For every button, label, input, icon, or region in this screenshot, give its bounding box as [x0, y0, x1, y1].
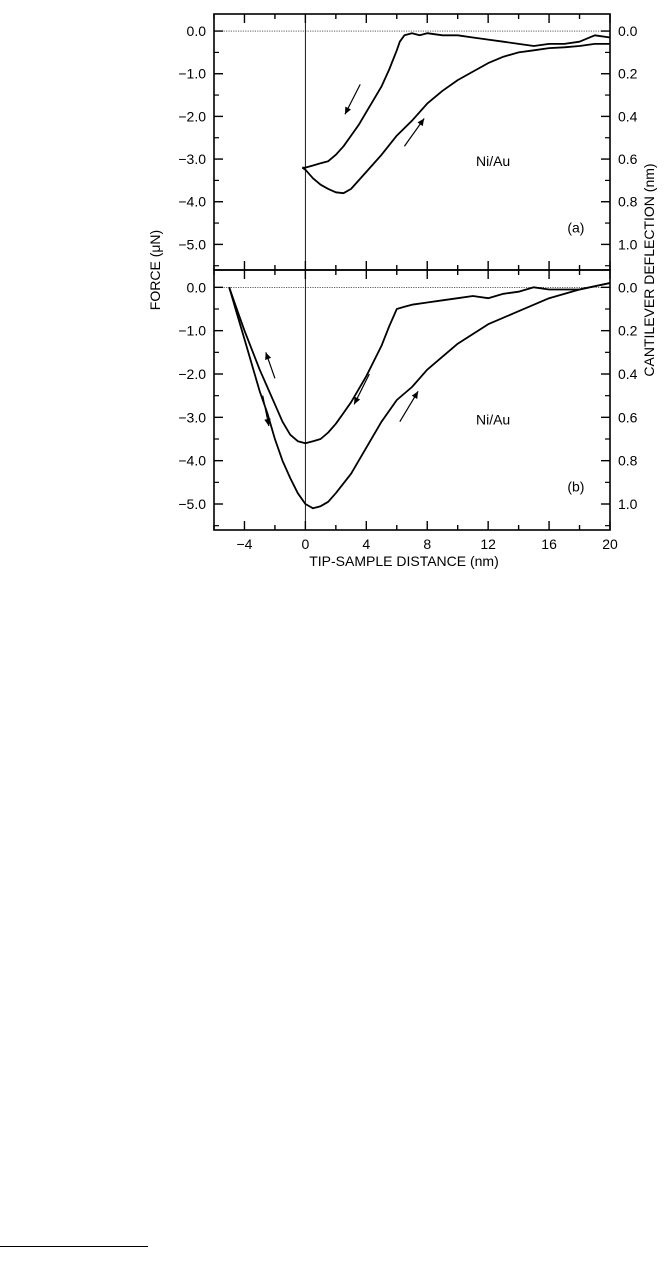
x-tick-label: 0 — [301, 536, 309, 552]
x-tick-label: −4 — [236, 536, 252, 552]
force-distance-figure: 0.0 −1.0 −2.0 −3.0 −4.0 −5.0 0.0 0.2 0.4 0.6 0.8 1.… — [147, 13, 657, 569]
y2-tick-label: 1.0 — [618, 496, 638, 512]
y2-tick-label: 0.8 — [618, 453, 638, 469]
y2-tick-label: 0.8 — [618, 194, 638, 210]
y2-tick-label: 0.0 — [618, 279, 638, 295]
y-tick-label: −4.0 — [178, 194, 206, 210]
series-line-retract — [301, 43, 610, 195]
x-tick-label: 8 — [423, 536, 431, 552]
y-tick-label: −2.0 — [178, 366, 206, 382]
panel-label: (b) — [567, 479, 584, 495]
series-line-approach — [228, 282, 611, 445]
y2-tick-label: 0.6 — [618, 409, 638, 425]
left-axis-label: FORCE (μN) — [147, 230, 163, 310]
x-tick-label: 4 — [362, 536, 370, 552]
y-tick-label: −3.0 — [178, 409, 206, 425]
y2-tick-label: 0.2 — [618, 323, 638, 339]
material-annotation: Ni/Au — [476, 153, 510, 169]
y2-tick-label: 0.4 — [618, 366, 638, 382]
material-annotation: Ni/Au — [476, 412, 510, 428]
y2-tick-label: 0.4 — [618, 108, 638, 124]
plot-frame — [213, 269, 611, 531]
x-tick-label: 20 — [602, 536, 618, 552]
right-axis-label: CANTILEVER DEFLECTION (nm) — [641, 163, 657, 376]
direction-arrow-head — [411, 391, 419, 399]
y-tick-label: −1.0 — [178, 323, 206, 339]
y-tick-label: −4.0 — [178, 453, 206, 469]
y-tick-label: −5.0 — [178, 236, 206, 252]
direction-arrow-head — [265, 352, 272, 360]
y-tick-label: 0.0 — [187, 23, 207, 39]
y-tick-label: −2.0 — [178, 108, 206, 124]
y-tick-label: 0.0 — [187, 279, 207, 295]
y-tick-label: −5.0 — [178, 496, 206, 512]
series-line-approach — [302, 32, 611, 169]
direction-arrow-head — [264, 418, 271, 426]
direction-arrow-head — [417, 118, 425, 127]
series-line-retract — [228, 282, 611, 510]
y2-tick-label: 0.0 — [618, 23, 638, 39]
x-tick-label: 12 — [480, 536, 496, 552]
y-tick-label: −1.0 — [178, 66, 206, 82]
direction-arrow-head — [354, 396, 361, 405]
x-axis-label: TIP-SAMPLE DISTANCE (nm) — [309, 553, 499, 569]
x-tick-label: 16 — [541, 536, 557, 552]
panel-b: 0.0 −1.0 −2.0 −3.0 −4.0 −5.0 0.0 0.2 0.4 0.6 0.8 1.… — [178, 269, 638, 552]
panel-a: 0.0 −1.0 −2.0 −3.0 −4.0 −5.0 0.0 0.2 0.4 0.6 0.8 1.… — [178, 13, 638, 271]
panel-label: (a) — [567, 219, 584, 235]
y2-tick-label: 0.2 — [618, 66, 638, 82]
plot-frame — [213, 13, 611, 271]
y-tick-label: −3.0 — [178, 151, 206, 167]
y2-tick-label: 1.0 — [618, 236, 638, 252]
direction-arrow-head — [344, 106, 352, 115]
y2-tick-label: 0.6 — [618, 151, 638, 167]
footnote-rule — [0, 1246, 148, 1247]
